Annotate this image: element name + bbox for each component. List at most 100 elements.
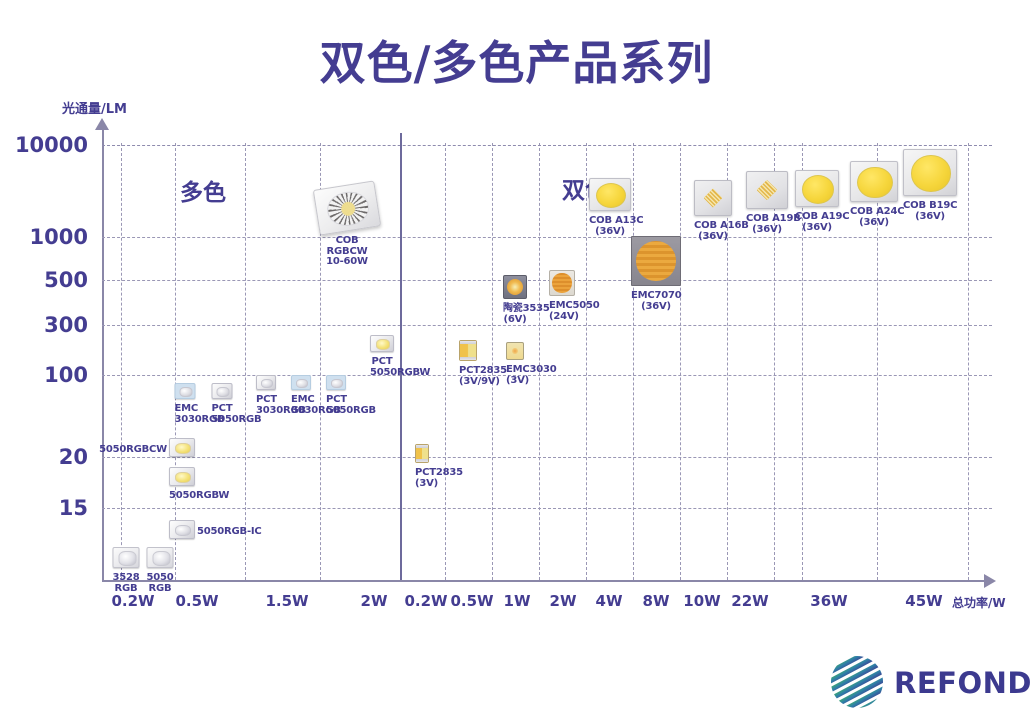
x-tick-label: 22W (731, 592, 769, 610)
led-chip-icon (146, 547, 174, 568)
grid-line-vertical (245, 143, 246, 580)
grid-line-vertical (445, 143, 446, 580)
section-divider (400, 133, 402, 580)
led-chip-icon (795, 170, 839, 207)
product-marker: 5050 RGB (146, 547, 174, 594)
led-chip-icon (312, 180, 382, 236)
product-marker: 陶瓷3535 (6V) (503, 275, 550, 325)
grid-line-vertical (175, 143, 176, 580)
product-label: EMC 3030RGB (174, 403, 225, 425)
product-marker: EMC3030 (3V) (506, 342, 557, 386)
product-label: COB A19B (36V) (746, 213, 801, 235)
led-chip-icon (746, 171, 788, 209)
grid-line-vertical (968, 143, 969, 580)
product-label: PCT 5050RGBW (370, 356, 431, 378)
product-marker: EMC 3030RGB (174, 383, 225, 425)
product-label: 5050RGBW (169, 490, 230, 501)
product-label: 5050RGBCW (99, 443, 167, 455)
led-chip-icon (174, 383, 196, 399)
product-marker: 5050RGBCW (99, 438, 195, 462)
chart-plot-area: 多色 双色 COB RGBCW 10-60W PCT 5050RGBW EMC 3030RGB… (99, 133, 992, 593)
product-label: 5050 RGB (146, 572, 174, 594)
grid-line-vertical (802, 143, 803, 580)
y-tick-label: 500 (44, 268, 88, 292)
product-marker: PCT 3030RGB (256, 375, 306, 416)
product-label: COB B19C (36V) (903, 200, 958, 222)
led-chip-icon (903, 149, 957, 196)
x-tick-label: 1W (503, 592, 531, 610)
product-marker: 3528 RGB (112, 547, 140, 594)
led-chip-icon (112, 547, 140, 568)
product-label: COB A24C (36V) (850, 206, 905, 228)
product-label: 3528 RGB (112, 572, 140, 594)
product-label: EMC 3030RGB (291, 394, 341, 416)
led-chip-icon (370, 335, 394, 352)
led-chip-icon (631, 236, 681, 286)
product-marker: COB RGBCW 10-60W (312, 180, 382, 268)
product-marker: EMC5050 (24V) (549, 270, 600, 322)
product-marker: EMC7070 (36V) (631, 236, 682, 312)
x-tick-label: 36W (810, 592, 848, 610)
grid-line-horizontal (102, 325, 992, 326)
x-tick-label: 10W (683, 592, 721, 610)
grid-line-vertical (492, 143, 493, 580)
grid-line-vertical (121, 143, 122, 580)
product-label: PCT2835 (3V) (415, 467, 463, 489)
product-marker: PCT2835 (3V) (415, 444, 463, 489)
x-tick-label: 2W (360, 592, 388, 610)
y-tick-label: 15 (58, 496, 88, 520)
x-tick-label: 0.2W (111, 592, 155, 610)
product-marker: COB B19C (36V) (903, 149, 957, 222)
product-marker: PCT 5050RGB (326, 375, 376, 416)
led-chip-icon (169, 438, 195, 457)
x-tick-label: 1.5W (265, 592, 309, 610)
grid-line-horizontal (102, 508, 992, 509)
product-marker: COB A19B (36V) (746, 171, 801, 235)
led-chip-icon (256, 375, 276, 390)
product-label: COB A19C (36V) (795, 211, 850, 233)
product-marker: COB A19C (36V) (795, 170, 850, 233)
led-chip-icon (169, 467, 195, 486)
product-label: COB A16B (36V) (694, 220, 749, 242)
product-marker: COB A16B (36V) (694, 180, 749, 242)
y-tick-label: 10000 (14, 133, 88, 157)
y-tick-label: 100 (44, 363, 88, 387)
x-axis-arrow (984, 574, 996, 588)
x-tick-label: 8W (642, 592, 670, 610)
led-chip-icon (459, 340, 477, 361)
led-chip-icon (506, 342, 524, 360)
x-tick-label: 0.5W (450, 592, 494, 610)
y-tick-label: 300 (44, 313, 88, 337)
led-chip-icon (169, 520, 195, 539)
product-marker: PCT 5050RGBW (370, 335, 431, 378)
refond-logo: REFOND (826, 654, 1031, 712)
product-marker: COB A24C (36V) (850, 161, 905, 228)
led-chip-icon (291, 375, 311, 390)
x-tick-label: 45W (905, 592, 943, 610)
led-chip-icon (850, 161, 898, 202)
led-chip-icon (326, 375, 346, 390)
grid-line-vertical (727, 143, 728, 580)
x-tick-label: 4W (595, 592, 623, 610)
refond-globe-logo-icon (831, 656, 883, 708)
led-chip-icon (415, 444, 429, 463)
y-tick-label: 1000 (29, 225, 88, 249)
grid-line-vertical (633, 143, 634, 580)
grid-line-vertical (320, 143, 321, 580)
product-marker: 5050RGB-IC (169, 520, 262, 544)
product-label: 陶瓷3535 (6V) (503, 303, 550, 325)
product-label: COB A13C (36V) (589, 215, 644, 237)
led-chip-icon (589, 178, 631, 211)
y-tick-label: 20 (58, 445, 88, 469)
grid-line-horizontal (102, 145, 992, 146)
grid-line-vertical (877, 143, 878, 580)
product-label: EMC7070 (36V) (631, 290, 682, 312)
grid-line-horizontal (102, 375, 992, 376)
product-label: COB RGBCW 10-60W (326, 235, 368, 267)
y-axis-title: 光通量/LM (62, 102, 127, 117)
product-marker: EMC 3030RGB (291, 375, 341, 416)
grid-line-vertical (586, 143, 587, 580)
grid-line-horizontal (102, 457, 992, 458)
grid-line-vertical (680, 143, 681, 580)
led-chip-icon (694, 180, 732, 216)
